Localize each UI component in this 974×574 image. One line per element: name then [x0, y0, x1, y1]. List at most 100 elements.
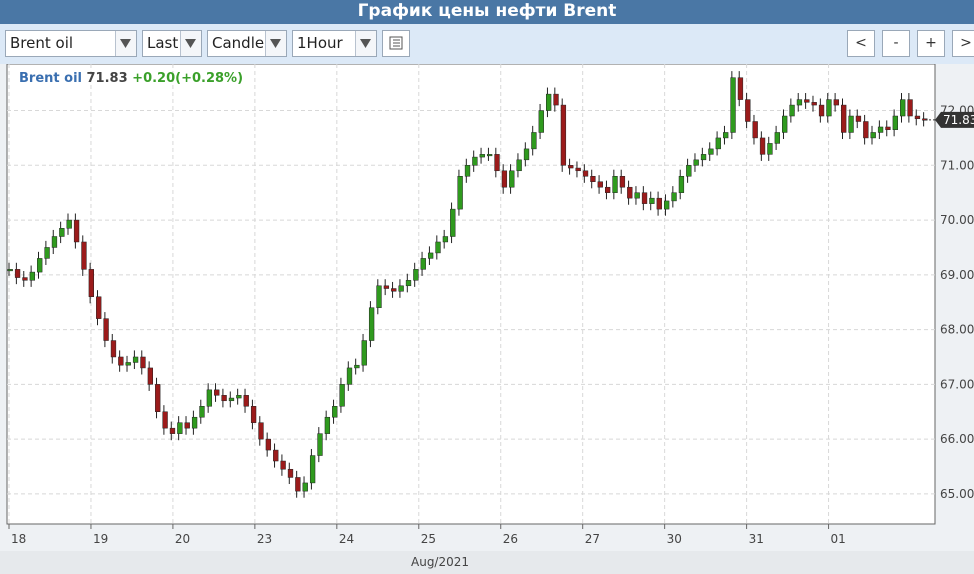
candle-body — [767, 143, 773, 155]
y-tick-label: 71.00 — [940, 158, 974, 172]
legend: Brent oil 71.83 +0.20(+0.28%) — [19, 71, 243, 86]
candle-body — [627, 186, 633, 199]
y-tick-label: 66.00 — [940, 432, 974, 446]
chart-title: График цены нефти Brent — [0, 0, 974, 24]
current-price-label: 71.83 — [943, 113, 974, 127]
candle-body — [649, 197, 655, 204]
chevron-down-icon — [265, 31, 286, 56]
candle-body — [605, 186, 611, 193]
candle-body — [191, 416, 198, 429]
x-tick-label: 27 — [585, 532, 600, 546]
plot-area — [6, 64, 936, 525]
candle-body — [582, 170, 589, 177]
candle-body — [73, 219, 80, 243]
price-type-select[interactable]: Last — [142, 30, 202, 57]
legend-change: +0.20(+0.28%) — [132, 71, 244, 86]
candle-body — [538, 110, 544, 133]
candle-body — [361, 340, 367, 366]
scroll-left-button[interactable]: < — [847, 30, 875, 57]
candle-body — [833, 99, 839, 106]
chart-area[interactable]: 65.00 66.00 67.00 68.00 69.00 70.00 71.00 72.00… — [0, 64, 974, 574]
candle-body — [295, 477, 301, 492]
chart-style-select[interactable]: Candle — [207, 30, 287, 57]
candle-body — [486, 154, 493, 157]
candle-body — [228, 397, 235, 402]
x-tick-label: 23 — [257, 532, 272, 546]
instrument-select[interactable]: Brent oil — [5, 30, 137, 57]
indicators-button[interactable] — [382, 30, 410, 57]
chevron-down-icon — [355, 31, 376, 56]
candle-body — [457, 176, 463, 210]
y-tick-label: 68.00 — [940, 323, 974, 337]
candle-body — [516, 159, 522, 172]
candle-body — [619, 176, 626, 188]
candle-body — [545, 93, 552, 111]
price-type-select-value: Last — [147, 34, 179, 52]
interval-select[interactable]: 1Hour — [292, 30, 377, 57]
candle-body — [59, 228, 65, 237]
candle-body — [420, 258, 426, 270]
price-chart[interactable]: 65.0066.0067.0068.0069.0070.0071.0072.00… — [0, 64, 974, 574]
candle-body — [132, 356, 139, 363]
candle-body — [892, 115, 898, 130]
candle-body — [523, 148, 530, 161]
candle-body — [221, 395, 227, 402]
candle-body — [855, 115, 862, 122]
candle-body — [479, 154, 485, 158]
legend-symbol: Brent oil — [19, 71, 82, 86]
candle-body — [671, 192, 677, 202]
candle-body — [317, 433, 323, 456]
scroll-right-button[interactable]: > — [952, 30, 974, 57]
x-tick-label: 19 — [93, 532, 108, 546]
candle-body — [796, 99, 803, 106]
candle-body — [700, 154, 707, 161]
candle-body — [612, 176, 618, 193]
candle-body — [634, 192, 640, 199]
candle-body — [243, 395, 249, 407]
candle-body — [199, 406, 205, 418]
candle-body — [273, 449, 279, 462]
list-icon — [389, 36, 403, 54]
candle-body — [531, 132, 537, 150]
candle-body — [88, 269, 94, 297]
candle-body — [774, 132, 780, 144]
candle-body — [96, 296, 102, 319]
instrument-select-value: Brent oil — [10, 34, 74, 52]
candle-body — [759, 137, 766, 155]
candle-body — [723, 132, 729, 139]
candle-body — [376, 285, 382, 308]
candle-body — [678, 176, 685, 193]
candle-body — [553, 93, 559, 106]
candle-body — [214, 389, 220, 396]
candle-body — [509, 170, 515, 188]
candle-body — [332, 406, 338, 418]
candle-body — [346, 367, 353, 385]
candle-body — [575, 167, 581, 172]
x-tick-label: 20 — [175, 532, 190, 546]
y-tick-label: 70.00 — [940, 213, 974, 227]
candle-body — [826, 99, 832, 117]
candle-body — [841, 104, 847, 133]
candle-body — [730, 77, 736, 133]
y-tick-label: 65.00 — [940, 487, 974, 501]
candle-body — [140, 356, 146, 369]
candle-body — [450, 208, 456, 237]
candle-body — [169, 427, 176, 434]
candle-body — [7, 269, 13, 272]
candle-body — [14, 269, 21, 278]
legend-price: 71.83 — [86, 71, 128, 86]
candle-body — [184, 422, 190, 429]
candle-body — [811, 102, 817, 106]
x-tick-label: 24 — [339, 532, 354, 546]
candle-body — [391, 288, 397, 292]
candle-body — [597, 181, 603, 188]
candle-body — [287, 468, 294, 478]
x-tick-label: 31 — [749, 532, 764, 546]
candle-body — [804, 99, 810, 103]
candle-body — [686, 165, 692, 177]
zoom-out-button[interactable]: - — [882, 30, 910, 57]
candle-body — [37, 258, 43, 273]
zoom-in-button[interactable]: + — [917, 30, 945, 57]
candle-body — [354, 364, 360, 369]
candle-body — [664, 200, 670, 210]
